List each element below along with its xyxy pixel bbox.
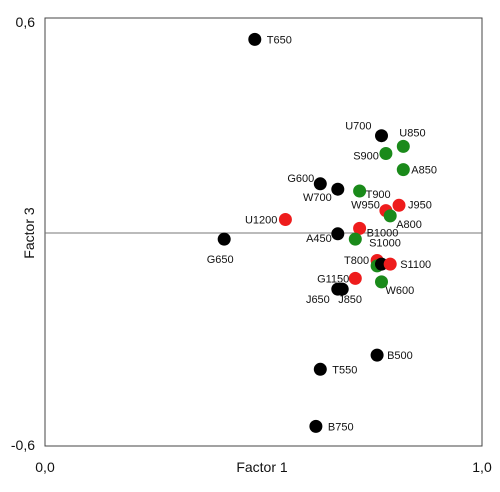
- point-label-b1000: B1000: [367, 227, 399, 239]
- data-point-b500: [370, 348, 384, 362]
- data-point-g650: [217, 232, 231, 246]
- data-point-u850: [396, 139, 410, 153]
- data-point-w600: [375, 275, 388, 289]
- data-point-a850: [396, 163, 410, 177]
- point-label-g1150: G1150: [317, 273, 349, 285]
- data-point-unlabeled-14: [348, 232, 362, 246]
- point-label-a850: A850: [411, 165, 437, 177]
- point-label-a800: A800: [396, 219, 422, 231]
- point-label-w950: W950: [351, 200, 380, 212]
- data-point-b750: [309, 419, 323, 433]
- point-label-t650: T650: [267, 34, 292, 46]
- data-point-s1100: [383, 257, 397, 271]
- point-label-j650: J650: [306, 294, 330, 306]
- data-point-t900: [353, 184, 367, 198]
- point-label-s900: S900: [353, 151, 379, 163]
- data-point-j650: [331, 282, 345, 296]
- data-point-j950: [392, 198, 406, 212]
- point-label-a450: A450: [306, 233, 332, 245]
- point-label-b500: B500: [387, 350, 413, 362]
- data-point-t550: [313, 362, 327, 376]
- data-point-u1200: [278, 213, 292, 226]
- data-point-g1150: [348, 271, 362, 285]
- plot-area-frame: [44, 17, 483, 447]
- x-tick-right: 1,0: [472, 459, 492, 475]
- point-label-s1000: S1000: [369, 238, 401, 250]
- data-point-u700: [375, 129, 388, 143]
- point-label-w600: W600: [386, 285, 415, 297]
- points-layer: T650 U700 U850 S900 A850 G600 W700 T900 J950 W950…: [207, 32, 437, 433]
- x-tick-left: 0,0: [35, 459, 55, 475]
- data-point-s900: [379, 147, 393, 160]
- point-label-u700: U700: [345, 121, 371, 133]
- point-label-j950: J950: [408, 199, 432, 211]
- point-label-u1200: U1200: [245, 215, 277, 227]
- x-axis-title: Factor 1: [236, 459, 288, 475]
- point-label-t550: T550: [332, 364, 357, 376]
- y-tick-top: 0,6: [16, 14, 36, 30]
- data-point-a450: [331, 227, 345, 241]
- point-label-u850: U850: [399, 127, 425, 139]
- data-point-w700: [331, 182, 345, 196]
- point-label-g600: G600: [287, 173, 314, 185]
- data-point-b1000: [353, 221, 367, 235]
- point-label-j850: J850: [338, 294, 362, 306]
- point-label-s1100: S1100: [400, 259, 431, 271]
- data-point-t650: [248, 32, 262, 46]
- point-label-g650: G650: [207, 254, 234, 266]
- data-point-a800: [383, 209, 397, 223]
- y-tick-bottom: -0,6: [11, 437, 35, 453]
- point-label-w700: W700: [303, 192, 332, 204]
- point-label-t900: T900: [366, 189, 391, 201]
- data-point-g600: [313, 177, 327, 191]
- y-axis-title: Factor 3: [21, 207, 37, 259]
- point-label-b750: B750: [328, 421, 354, 433]
- point-label-t800: T800: [344, 255, 369, 267]
